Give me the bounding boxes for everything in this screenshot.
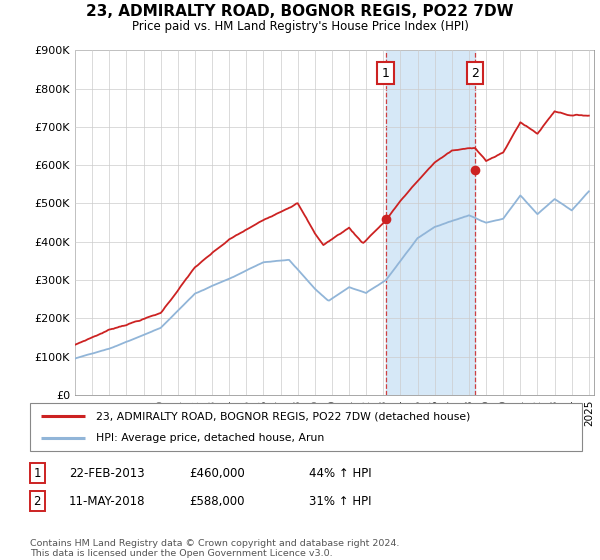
Text: 23, ADMIRALTY ROAD, BOGNOR REGIS, PO22 7DW: 23, ADMIRALTY ROAD, BOGNOR REGIS, PO22 7… [86, 4, 514, 19]
Bar [386, 50, 475, 395]
Text: 11-MAY-2018: 11-MAY-2018 [69, 494, 146, 508]
Text: Price paid vs. HM Land Registry's House Price Index (HPI): Price paid vs. HM Land Registry's House … [131, 20, 469, 32]
Text: 22-FEB-2013: 22-FEB-2013 [69, 466, 145, 480]
Text: £460,000: £460,000 [189, 466, 245, 480]
Text: 23, ADMIRALTY ROAD, BOGNOR REGIS, PO22 7DW (detached house): 23, ADMIRALTY ROAD, BOGNOR REGIS, PO22 7… [96, 411, 470, 421]
Text: 1: 1 [382, 67, 390, 80]
Text: 2: 2 [34, 494, 41, 508]
Text: 1: 1 [34, 466, 41, 480]
FancyBboxPatch shape [30, 403, 582, 451]
Text: HPI: Average price, detached house, Arun: HPI: Average price, detached house, Arun [96, 433, 325, 443]
Text: 44% ↑ HPI: 44% ↑ HPI [309, 466, 371, 480]
Text: 31% ↑ HPI: 31% ↑ HPI [309, 494, 371, 508]
Text: 2: 2 [471, 67, 479, 80]
Text: Contains HM Land Registry data © Crown copyright and database right 2024.
This d: Contains HM Land Registry data © Crown c… [30, 539, 400, 558]
Text: £588,000: £588,000 [189, 494, 245, 508]
